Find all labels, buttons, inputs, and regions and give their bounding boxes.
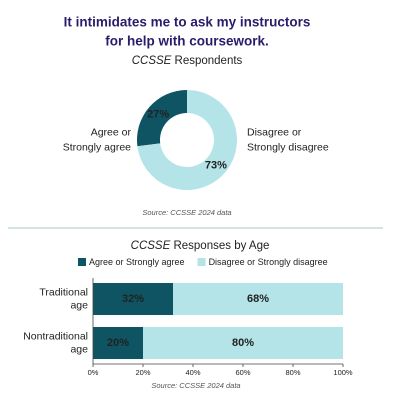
legend-swatch	[78, 258, 86, 266]
chart-title: CCSSE Respondents	[132, 55, 243, 67]
category-label: Agree or Strongly agree	[63, 126, 132, 153]
value-label: 32%	[122, 293, 144, 305]
x-tick-label: 20%	[135, 368, 150, 377]
category-label: Disagree or Strongly disagree	[247, 126, 329, 153]
main-title: It intimidates me to ask my instructors f…	[64, 14, 311, 48]
bar-segment	[93, 327, 143, 359]
value-label: 80%	[232, 337, 254, 349]
value-label: 73%	[205, 159, 227, 171]
bar-segment	[93, 283, 173, 315]
category-label: Nontraditional age	[23, 330, 88, 355]
source: Source: CCSSE 2024 data	[151, 381, 240, 390]
pie-segment	[137, 90, 237, 190]
chart-title: CCSSE Responses by Age	[131, 240, 270, 252]
value-label: 68%	[247, 293, 269, 305]
source: Source: CCSSE 2024 data	[142, 208, 231, 217]
bar-segment	[173, 283, 343, 315]
bar-segment	[143, 327, 343, 359]
x-tick-label: 60%	[235, 368, 250, 377]
category-label: Traditional age	[39, 286, 88, 311]
x-tick-label: 80%	[285, 368, 300, 377]
pie-segment	[137, 90, 187, 147]
value-label: 20%	[107, 337, 129, 349]
x-tick-label: 100%	[333, 368, 353, 377]
legend-label: Agree or Strongly agree	[89, 257, 185, 267]
x-tick-label: 0%	[88, 368, 99, 377]
value-label: 27%	[147, 108, 169, 120]
x-tick-label: 40%	[185, 368, 200, 377]
legend-label: Disagree or Strongly disagree	[209, 257, 328, 267]
legend-swatch	[197, 258, 206, 266]
